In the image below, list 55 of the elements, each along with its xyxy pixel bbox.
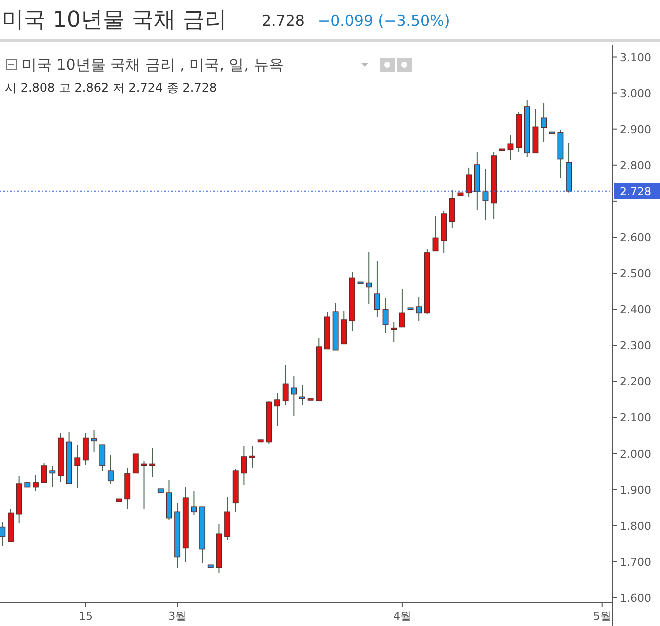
x-tick-label: 3월 [168,610,187,623]
candlestick [399,288,406,328]
candlestick [74,444,81,489]
candlestick [541,102,548,142]
candlestick [33,474,39,492]
text: −0.099 (−3.50%) [318,12,450,30]
candlestick [391,322,398,343]
candlestick [466,167,472,198]
candlestick [91,429,98,452]
y-tick-label: 2.900 [620,123,652,136]
y-tick-label: 2.500 [620,268,652,281]
text: 2.728 [262,12,305,30]
candlestick [508,134,514,160]
y-tick-label: 2.800 [620,159,652,172]
candlestick [0,522,6,547]
x-tick-label: 4월 [393,610,412,623]
candlestick [250,446,256,469]
ref-line-label: 2.728 [620,185,652,198]
candlestick [191,490,198,516]
candlestick [482,168,489,221]
candlestick [241,446,248,486]
candlestick [50,466,56,488]
candlestick [132,454,139,474]
chart-title: 미국 10년물 국채 금리 [2,8,227,33]
y-tick-label: 1.800 [620,520,652,533]
y-tick-label: 2.400 [620,304,652,317]
y-tick-label: 2.200 [620,376,652,389]
y-tick-label: 2.600 [620,231,652,244]
candlestick [382,298,389,334]
candlestick [291,376,298,417]
y-tick-label: 2.100 [620,412,652,425]
candlestick [432,216,439,252]
candlestick [282,364,289,406]
y-tick-label: 1.600 [620,592,652,605]
y-tick-label: 3.000 [620,87,652,100]
candlestick [274,392,280,427]
y-tick-label: 1.900 [620,484,652,497]
candlestick [416,296,422,322]
candlestick [150,448,156,478]
candlestick [300,384,306,406]
y-tick-label: 1.700 [620,556,652,569]
candlestick [374,260,380,318]
candlestick [82,432,89,466]
candlestick [100,444,106,472]
y-tick-label: 2.300 [620,340,652,353]
annotation: 시 2.808 고 2.862 저 2.724 종 2.728 [5,81,218,95]
y-tick-label: 3.100 [620,51,652,64]
candlestick [449,190,456,229]
candlestick [366,252,372,305]
x-tick-label: 15 [78,610,93,623]
candlestick [41,462,48,484]
text: 미국 10년물 국채 금리 , 미국, 일, 뉴욕 [22,56,284,74]
x-tick-label: 5월 [593,610,612,623]
candlestick [108,454,114,485]
y-tick-label: 2.000 [620,448,652,461]
